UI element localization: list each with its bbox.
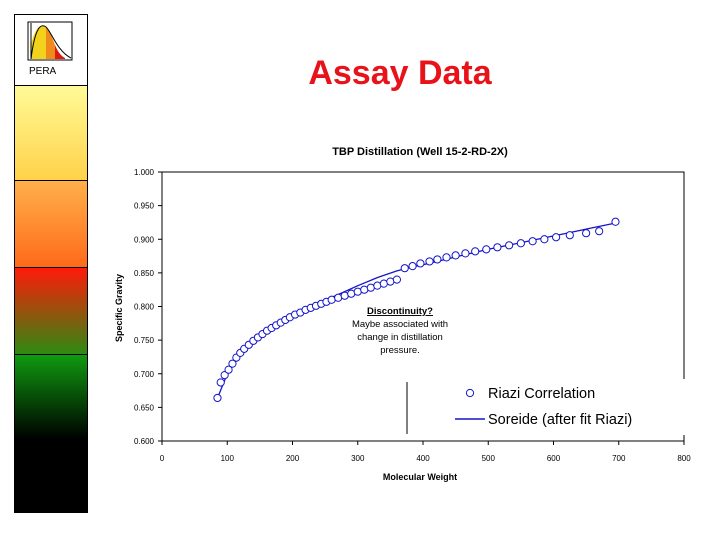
riazi-data-point: [451, 251, 460, 260]
riazi-data-point: [505, 241, 514, 250]
riazi-data-point: [493, 243, 502, 252]
riazi-data-point: [552, 233, 561, 242]
riazi-data-point: [392, 275, 401, 284]
y-tick-label: 0.800: [134, 303, 155, 312]
x-tick-label: 800: [677, 454, 691, 463]
x-tick-label: 600: [547, 454, 561, 463]
y-tick-label: 0.600: [134, 437, 155, 446]
x-axis-label: Molecular Weight: [383, 472, 457, 482]
color-block-red-green: [15, 268, 87, 355]
riazi-data-point: [425, 257, 434, 266]
y-ticks: 0.600 0.650 0.700 0.750 0.800 0.850 0.900 0.950…: [134, 168, 162, 446]
annotation-line: Maybe associated with: [352, 319, 448, 330]
chart-legend: Riazi Correlation Soreide (after fit Riaz…: [406, 379, 690, 435]
y-axis-label: Specific Gravity: [114, 274, 124, 342]
logo-label: PERA: [29, 66, 57, 77]
x-tick-label: 300: [351, 454, 365, 463]
y-tick-label: 1.000: [134, 168, 155, 177]
chart-title: TBP Distillation (Well 15-2-RD-2X): [332, 146, 508, 158]
x-tick-label: 400: [416, 454, 430, 463]
color-block-black: [15, 440, 87, 512]
color-block-orange: [15, 181, 87, 268]
y-tick-label: 0.700: [134, 370, 155, 379]
riazi-data-point: [461, 249, 470, 258]
riazi-data-point: [565, 231, 574, 240]
annotation-line: pressure.: [380, 345, 420, 356]
riazi-data-point: [213, 393, 222, 403]
x-tick-label: 700: [612, 454, 626, 463]
tbp-distillation-chart: TBP Distillation (Well 15-2-RD-2X) Molec…: [114, 146, 691, 482]
legend-marker-symbol: [465, 388, 475, 398]
x-tick-label: 0: [160, 454, 165, 463]
distribution-curve-icon: [27, 21, 73, 61]
riazi-data-point: [224, 365, 233, 374]
x-tick-label: 200: [286, 454, 300, 463]
riazi-data-point: [408, 262, 417, 271]
riazi-data-point: [216, 378, 225, 387]
riazi-data-point: [582, 229, 591, 238]
x-tick-label: 100: [221, 454, 235, 463]
riazi-data-point: [516, 239, 525, 248]
riazi-data-point: [433, 255, 442, 264]
pera-logo: PERA: [15, 15, 87, 86]
y-tick-label: 0.900: [134, 235, 155, 244]
y-tick-label: 0.850: [134, 269, 155, 278]
annotation-line: change in distillation: [357, 332, 443, 343]
sidebar-panel: PERA: [14, 14, 88, 513]
y-tick-label: 0.650: [134, 403, 155, 412]
riazi-data-point: [528, 237, 537, 246]
riazi-data-point: [611, 217, 620, 226]
color-block-green-black: [15, 355, 87, 440]
y-tick-label: 0.950: [134, 202, 155, 211]
y-tick-label: 0.750: [134, 336, 155, 345]
legend-label-riazi: Riazi Correlation: [488, 386, 595, 402]
riazi-data-point: [400, 264, 409, 273]
riazi-data-point: [416, 259, 425, 268]
legend-box: [448, 379, 690, 435]
riazi-data-point: [482, 245, 491, 254]
riazi-data-point: [540, 235, 549, 244]
x-tick-label: 500: [482, 454, 496, 463]
riazi-data-point: [442, 253, 451, 262]
page-title: Assay Data: [308, 54, 492, 92]
x-ticks: 0 100 200 300 400 500 600 700 800: [160, 441, 691, 463]
riazi-data-point: [228, 359, 237, 368]
legend-label-soreide: Soreide (after fit Riazi): [488, 412, 632, 428]
discontinuity-annotation: Discontinuity? Maybe associated with chang…: [352, 306, 448, 356]
riazi-data-point: [220, 370, 229, 380]
riazi-data-point: [595, 227, 604, 236]
riazi-data-point: [471, 247, 480, 256]
color-block-yellow: [15, 86, 87, 181]
riazi-series: [213, 217, 620, 403]
annotation-heading: Discontinuity?: [367, 306, 433, 317]
